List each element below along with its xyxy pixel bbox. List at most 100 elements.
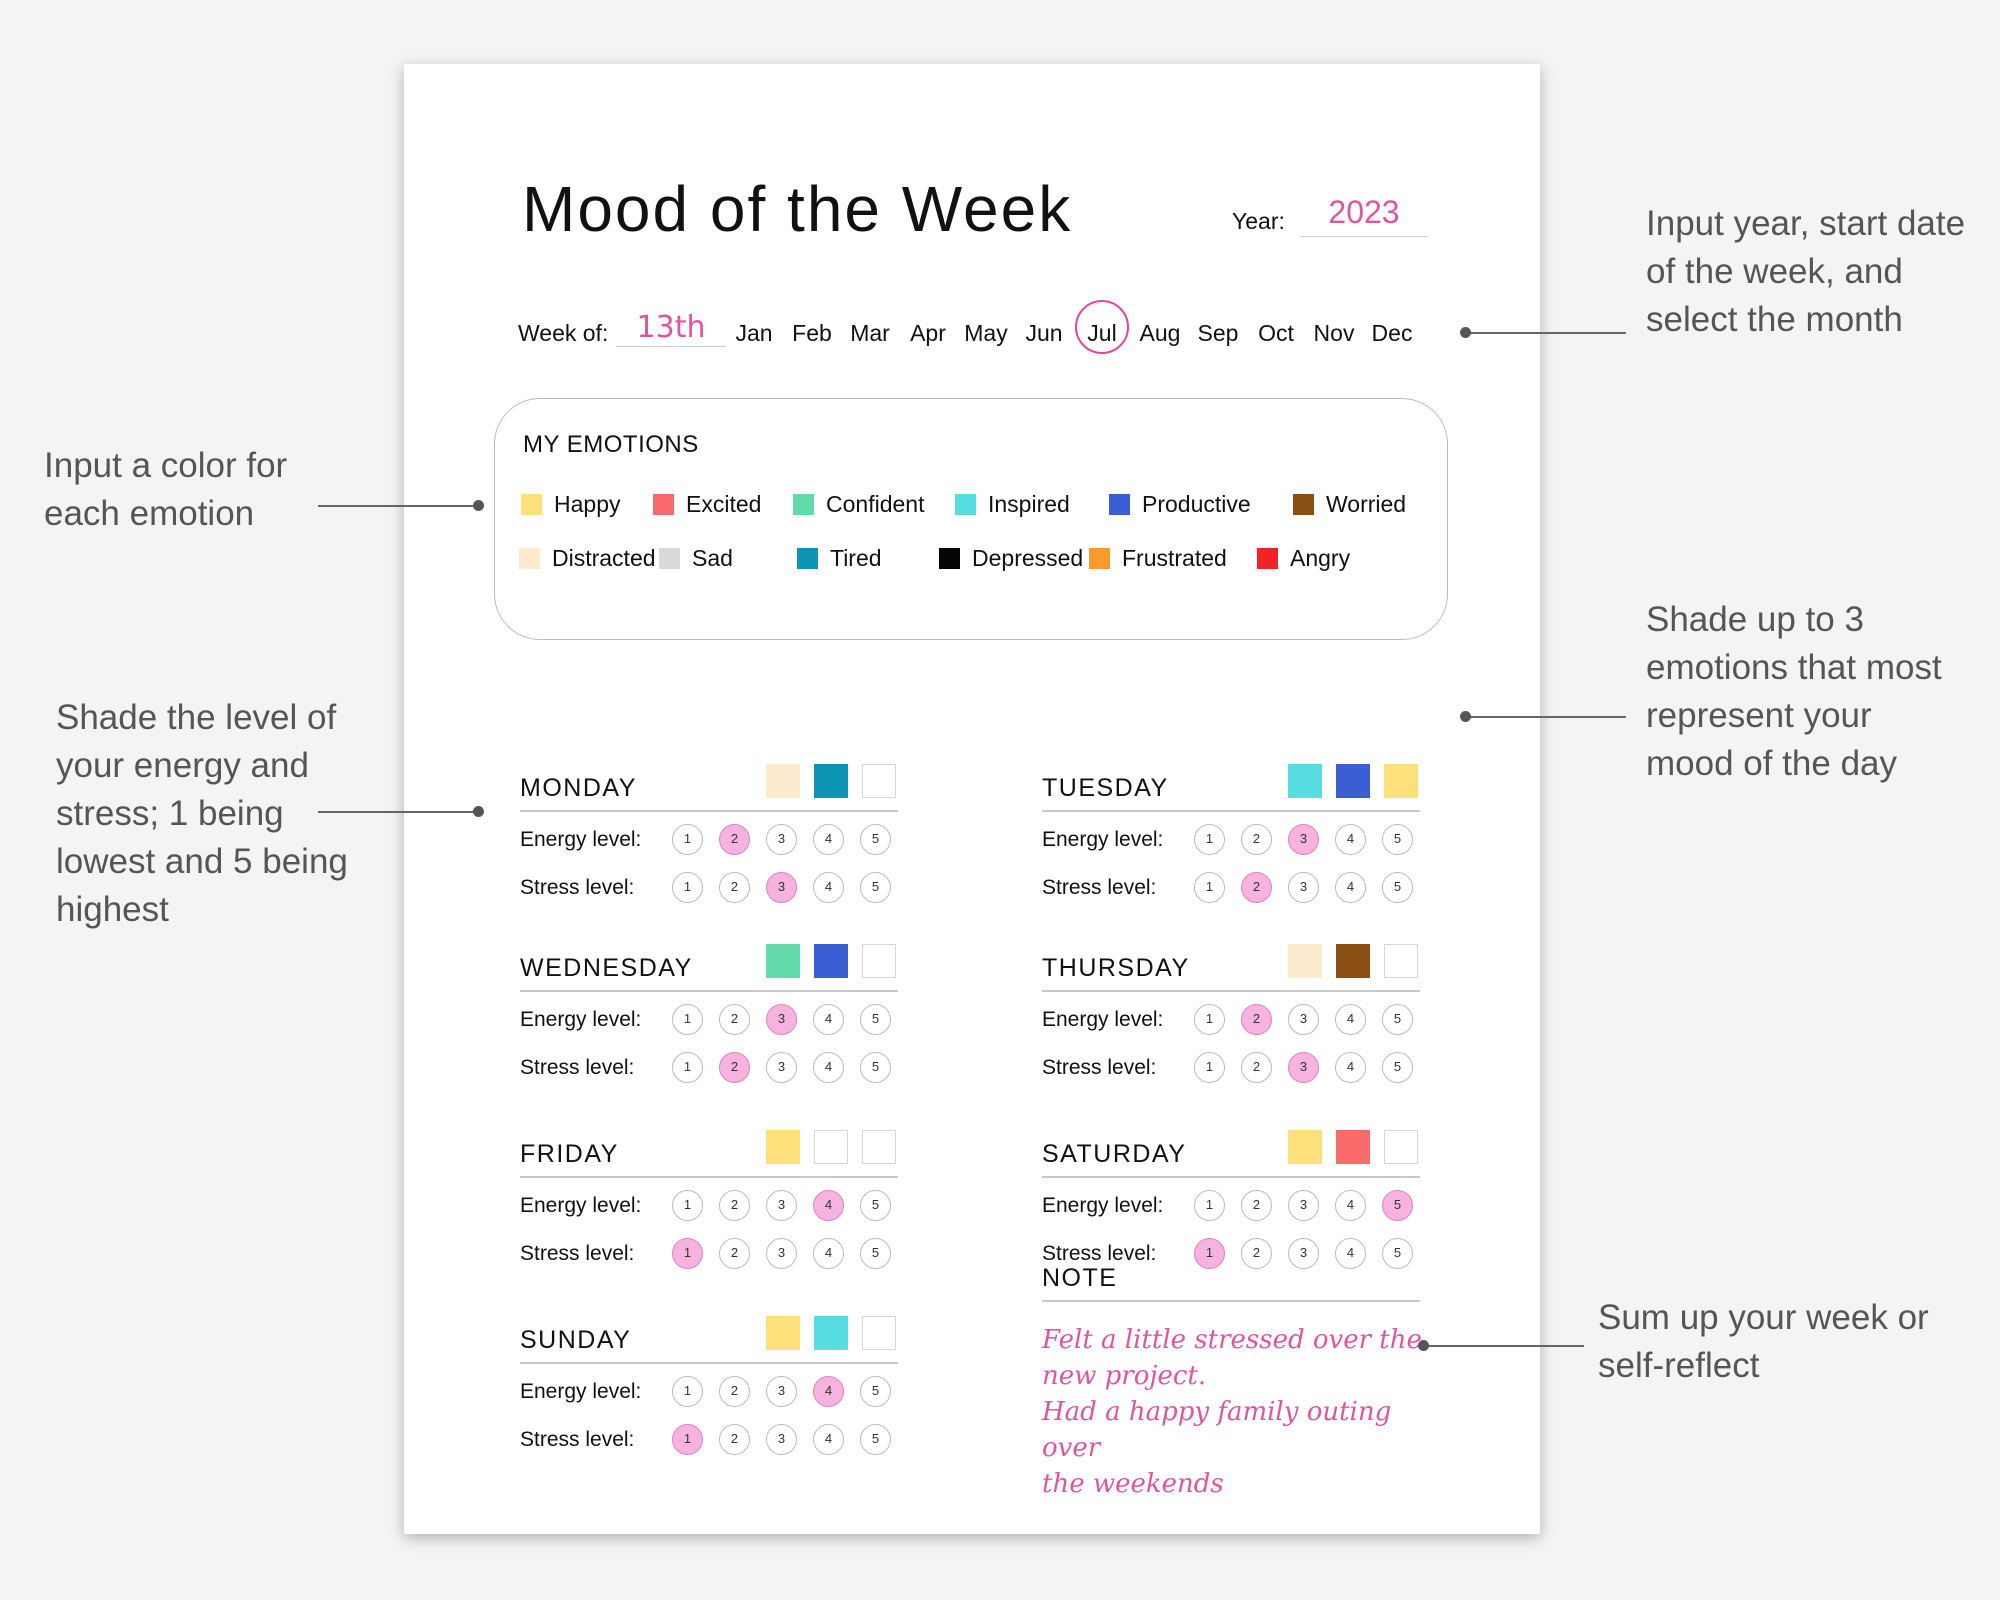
emotion-swatch[interactable] (793, 494, 814, 515)
month-sep[interactable]: Sep (1197, 320, 1239, 346)
stress-level-4[interactable]: 4 (813, 1052, 844, 1083)
month-dec[interactable]: Dec (1371, 320, 1413, 346)
stress-level-3[interactable]: 3 (1288, 1238, 1319, 1269)
mood-box[interactable] (814, 1316, 848, 1350)
stress-level-4[interactable]: 4 (813, 1424, 844, 1455)
emotion-swatch[interactable] (519, 548, 540, 569)
energy-level-3[interactable]: 3 (766, 1376, 797, 1407)
mood-box[interactable] (1288, 944, 1322, 978)
mood-box[interactable] (1384, 944, 1418, 978)
emotion-swatch[interactable] (1257, 548, 1278, 569)
energy-level-2[interactable]: 2 (1241, 824, 1272, 855)
stress-level-1[interactable]: 1 (672, 872, 703, 903)
stress-level-5[interactable]: 5 (860, 1238, 891, 1269)
mood-box[interactable] (766, 764, 800, 798)
stress-level-2[interactable]: 2 (719, 1424, 750, 1455)
emotion-swatch[interactable] (955, 494, 976, 515)
emotion-swatch[interactable] (1109, 494, 1130, 515)
mood-box[interactable] (766, 1316, 800, 1350)
mood-box[interactable] (814, 944, 848, 978)
mood-box[interactable] (1288, 1130, 1322, 1164)
energy-level-1[interactable]: 1 (672, 824, 703, 855)
stress-level-3[interactable]: 3 (766, 1238, 797, 1269)
month-apr[interactable]: Apr (910, 320, 946, 346)
mood-box[interactable] (862, 1130, 896, 1164)
energy-level-5[interactable]: 5 (1382, 1004, 1413, 1035)
month-jul[interactable]: Jul (1074, 300, 1130, 354)
energy-level-2[interactable]: 2 (1241, 1190, 1272, 1221)
mood-box[interactable] (814, 1130, 848, 1164)
mood-box[interactable] (1336, 764, 1370, 798)
energy-level-4[interactable]: 4 (1335, 1004, 1366, 1035)
mood-box[interactable] (1336, 944, 1370, 978)
stress-level-3[interactable]: 3 (766, 1052, 797, 1083)
emotion-swatch[interactable] (797, 548, 818, 569)
stress-level-2[interactable]: 2 (719, 872, 750, 903)
stress-level-3[interactable]: 3 (1288, 1052, 1319, 1083)
mood-box[interactable] (862, 944, 896, 978)
stress-level-2[interactable]: 2 (1241, 1238, 1272, 1269)
energy-level-1[interactable]: 1 (672, 1190, 703, 1221)
emotion-swatch[interactable] (659, 548, 680, 569)
mood-box[interactable] (1384, 764, 1418, 798)
stress-level-3[interactable]: 3 (766, 872, 797, 903)
stress-level-4[interactable]: 4 (1335, 872, 1366, 903)
energy-level-1[interactable]: 1 (1194, 1004, 1225, 1035)
energy-level-3[interactable]: 3 (766, 1190, 797, 1221)
note-text[interactable]: Felt a little stressed over the new proj… (1042, 1322, 1432, 1502)
mood-box[interactable] (862, 1316, 896, 1350)
energy-level-4[interactable]: 4 (1335, 824, 1366, 855)
month-may[interactable]: May (964, 320, 1008, 346)
energy-level-5[interactable]: 5 (860, 1004, 891, 1035)
energy-level-1[interactable]: 1 (672, 1004, 703, 1035)
mood-box[interactable] (766, 1130, 800, 1164)
energy-level-2[interactable]: 2 (1241, 1004, 1272, 1035)
stress-level-5[interactable]: 5 (860, 1424, 891, 1455)
mood-box[interactable] (1336, 1130, 1370, 1164)
mood-box[interactable] (1384, 1130, 1418, 1164)
stress-level-4[interactable]: 4 (813, 1238, 844, 1269)
month-jan[interactable]: Jan (735, 320, 773, 346)
stress-level-4[interactable]: 4 (1335, 1238, 1366, 1269)
energy-level-2[interactable]: 2 (719, 1190, 750, 1221)
energy-level-1[interactable]: 1 (1194, 824, 1225, 855)
stress-level-1[interactable]: 1 (672, 1238, 703, 1269)
mood-box[interactable] (766, 944, 800, 978)
emotion-swatch[interactable] (521, 494, 542, 515)
emotion-swatch[interactable] (939, 548, 960, 569)
energy-level-4[interactable]: 4 (813, 824, 844, 855)
energy-level-4[interactable]: 4 (813, 1004, 844, 1035)
month-mar[interactable]: Mar (850, 320, 890, 346)
mood-box[interactable] (814, 764, 848, 798)
stress-level-2[interactable]: 2 (719, 1052, 750, 1083)
stress-level-1[interactable]: 1 (1194, 1238, 1225, 1269)
stress-level-4[interactable]: 4 (813, 872, 844, 903)
stress-level-1[interactable]: 1 (672, 1424, 703, 1455)
month-feb[interactable]: Feb (792, 320, 832, 346)
stress-level-2[interactable]: 2 (719, 1238, 750, 1269)
energy-level-2[interactable]: 2 (719, 824, 750, 855)
energy-level-5[interactable]: 5 (860, 824, 891, 855)
stress-level-5[interactable]: 5 (860, 872, 891, 903)
energy-level-2[interactable]: 2 (719, 1376, 750, 1407)
energy-level-3[interactable]: 3 (1288, 824, 1319, 855)
stress-level-3[interactable]: 3 (1288, 872, 1319, 903)
stress-level-1[interactable]: 1 (672, 1052, 703, 1083)
month-aug[interactable]: Aug (1139, 320, 1181, 346)
emotion-swatch[interactable] (1293, 494, 1314, 515)
stress-level-2[interactable]: 2 (1241, 1052, 1272, 1083)
stress-level-2[interactable]: 2 (1241, 872, 1272, 903)
energy-level-5[interactable]: 5 (1382, 1190, 1413, 1221)
month-nov[interactable]: Nov (1313, 320, 1355, 346)
stress-level-4[interactable]: 4 (1335, 1052, 1366, 1083)
energy-level-1[interactable]: 1 (1194, 1190, 1225, 1221)
energy-level-3[interactable]: 3 (1288, 1190, 1319, 1221)
energy-level-2[interactable]: 2 (719, 1004, 750, 1035)
energy-level-5[interactable]: 5 (860, 1190, 891, 1221)
emotion-swatch[interactable] (653, 494, 674, 515)
stress-level-5[interactable]: 5 (860, 1052, 891, 1083)
stress-level-5[interactable]: 5 (1382, 872, 1413, 903)
stress-level-5[interactable]: 5 (1382, 1238, 1413, 1269)
stress-level-3[interactable]: 3 (766, 1424, 797, 1455)
energy-level-3[interactable]: 3 (766, 1004, 797, 1035)
